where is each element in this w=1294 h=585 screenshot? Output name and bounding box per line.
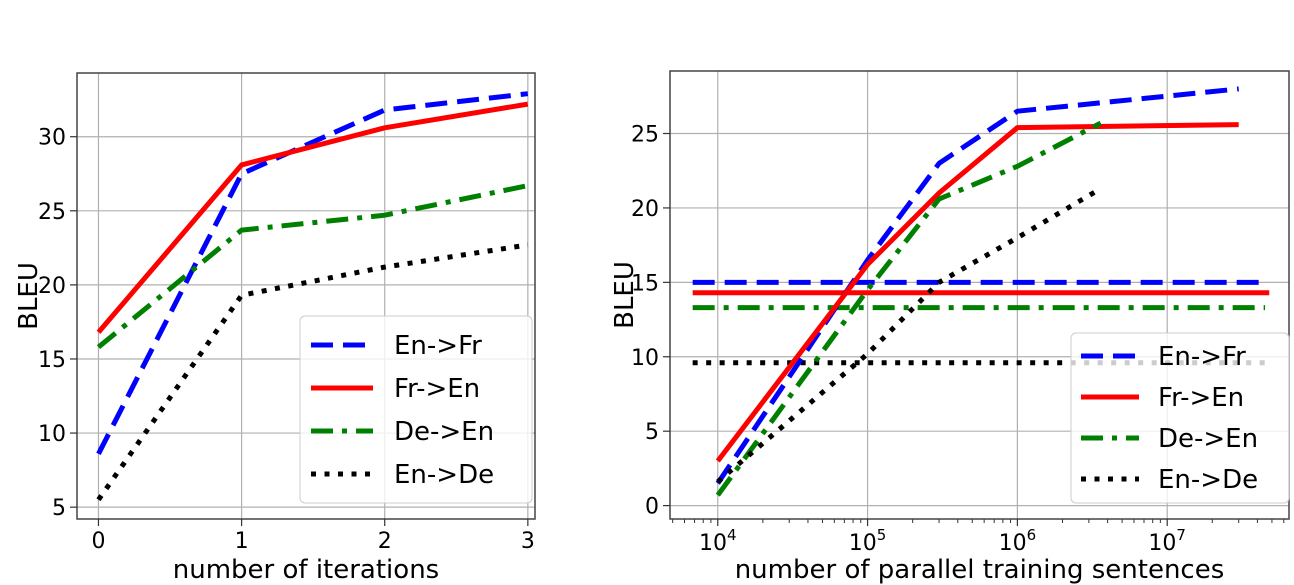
series-line-de-en [96, 183, 529, 350]
legend-label-en-de: En->De [1158, 465, 1258, 495]
series-line-en-de [96, 242, 529, 502]
series-line-fr-en [715, 122, 1239, 463]
x-tick-label: 2 [378, 529, 392, 554]
legend-entry: De->En [311, 417, 494, 447]
x-tick-exponent: 4 [727, 526, 737, 544]
legend-label-en-fr: En->Fr [394, 331, 482, 361]
series-line-de-en [715, 120, 1102, 497]
x-tick-label: 107 [1148, 526, 1186, 556]
legend-entry: Fr->En [311, 374, 480, 404]
y-tick-label: 5 [52, 496, 66, 521]
y-tick-label: 25 [38, 200, 66, 225]
legend: En->Fr Fr->En De->En En->De [299, 315, 533, 504]
series-line-en-de [716, 186, 1102, 484]
y-tick-label: 15 [631, 271, 659, 296]
y-axis-label: BLEU [610, 261, 640, 329]
y-tick-label: 15 [38, 348, 66, 373]
x-tick-exponent: 5 [877, 526, 887, 544]
x-axis-label: number of parallel training sentences [735, 555, 1225, 585]
x-tick-exponent: 6 [1027, 526, 1037, 544]
y-axis-label: BLEU [14, 262, 44, 330]
y-tick-label: 25 [631, 123, 659, 148]
plot-frame [76, 72, 536, 520]
x-ticks: 0 1 2 3 [91, 519, 535, 554]
y-ticks: 5 10 15 20 25 30 [38, 126, 77, 521]
legend-entry: De->En [1081, 424, 1258, 454]
x-tick-label: 3 [521, 529, 535, 554]
legend-label-en-de: En->De [394, 460, 494, 490]
y-tick-label: 10 [631, 346, 659, 371]
series-lines [96, 91, 529, 502]
legend-label-de-en: De->En [1158, 424, 1258, 454]
legend-entry: En->Fr [1081, 342, 1246, 372]
legend-entry: Fr->En [1081, 383, 1244, 413]
series-line-en-fr [96, 91, 529, 455]
legend-label-en-fr: En->Fr [1158, 342, 1246, 372]
x-tick-base: 10 [699, 531, 727, 556]
y-ticks: 0 5 10 15 20 25 [631, 123, 670, 520]
chart-iterations: 0 1 2 3 5 10 15 20 25 30 number of iterations BL… [14, 72, 536, 585]
x-tick-label: 0 [91, 529, 105, 554]
x-tick-exponent: 7 [1176, 526, 1186, 544]
legend-label-fr-en: Fr->En [1158, 383, 1244, 413]
legend-box [299, 315, 533, 504]
plot-frame [669, 70, 1290, 520]
y-tick-label: 5 [645, 420, 659, 445]
y-tick-label: 10 [38, 422, 66, 447]
series-lines [692, 86, 1270, 497]
series-line-en-fr [715, 86, 1239, 485]
x-tick-label: 106 [999, 526, 1037, 556]
legend-label-de-en: De->En [394, 417, 494, 447]
x-tick-label: 1 [235, 529, 249, 554]
x-axis-label: number of iterations [173, 555, 439, 585]
x-tick-base: 10 [1148, 531, 1176, 556]
series-line-fr-en [96, 101, 529, 334]
legend-entry: En->De [311, 460, 494, 490]
x-tick-base: 10 [999, 531, 1027, 556]
y-tick-label: 20 [38, 274, 66, 299]
x-tick-label: 105 [849, 526, 887, 556]
legend-entry: En->Fr [311, 331, 482, 361]
legend-label-fr-en: Fr->En [394, 374, 480, 404]
y-tick-label: 30 [38, 126, 66, 151]
x-tick-base: 10 [849, 531, 877, 556]
legend-box [1070, 332, 1290, 504]
x-tick-label: 104 [699, 526, 737, 556]
y-tick-label: 20 [631, 197, 659, 222]
legend: En->Fr Fr->En De->En En->De [1070, 332, 1290, 504]
y-tick-label: 0 [645, 495, 659, 520]
x-ticks: 104 105 106 107 [699, 519, 1186, 556]
legend-entry: En->De [1081, 465, 1258, 495]
